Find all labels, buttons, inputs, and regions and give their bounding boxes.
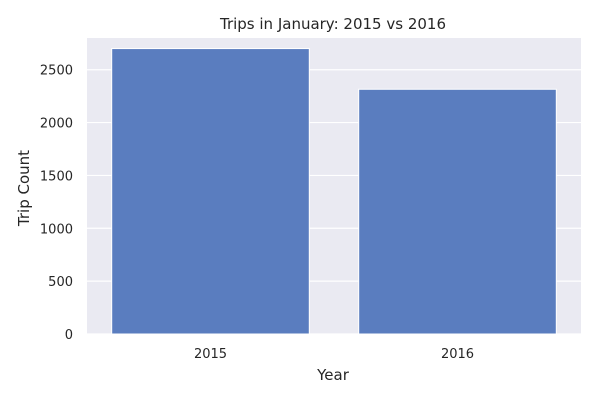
y-tick-labels: 0 500 1000 1500 2000 2500 <box>40 64 73 343</box>
y-tick-label: 0 <box>65 328 73 343</box>
y-axis-label: Trip Count <box>15 150 33 227</box>
x-tick-labels: 2015 2016 <box>194 347 474 362</box>
y-tick-label: 2000 <box>40 117 73 132</box>
x-axis-label: Year <box>316 366 350 384</box>
bar-2015 <box>111 48 310 335</box>
y-tick-label: 2500 <box>40 64 73 79</box>
bars <box>111 48 557 335</box>
y-tick-label: 1000 <box>40 222 73 237</box>
y-tick-label: 500 <box>48 275 73 290</box>
y-tick-label: 1500 <box>40 169 73 184</box>
chart-title: Trips in January: 2015 vs 2016 <box>219 15 446 33</box>
x-tick-label: 2016 <box>441 347 474 362</box>
x-tick-label: 2015 <box>194 347 227 362</box>
bar-2016 <box>358 88 557 335</box>
